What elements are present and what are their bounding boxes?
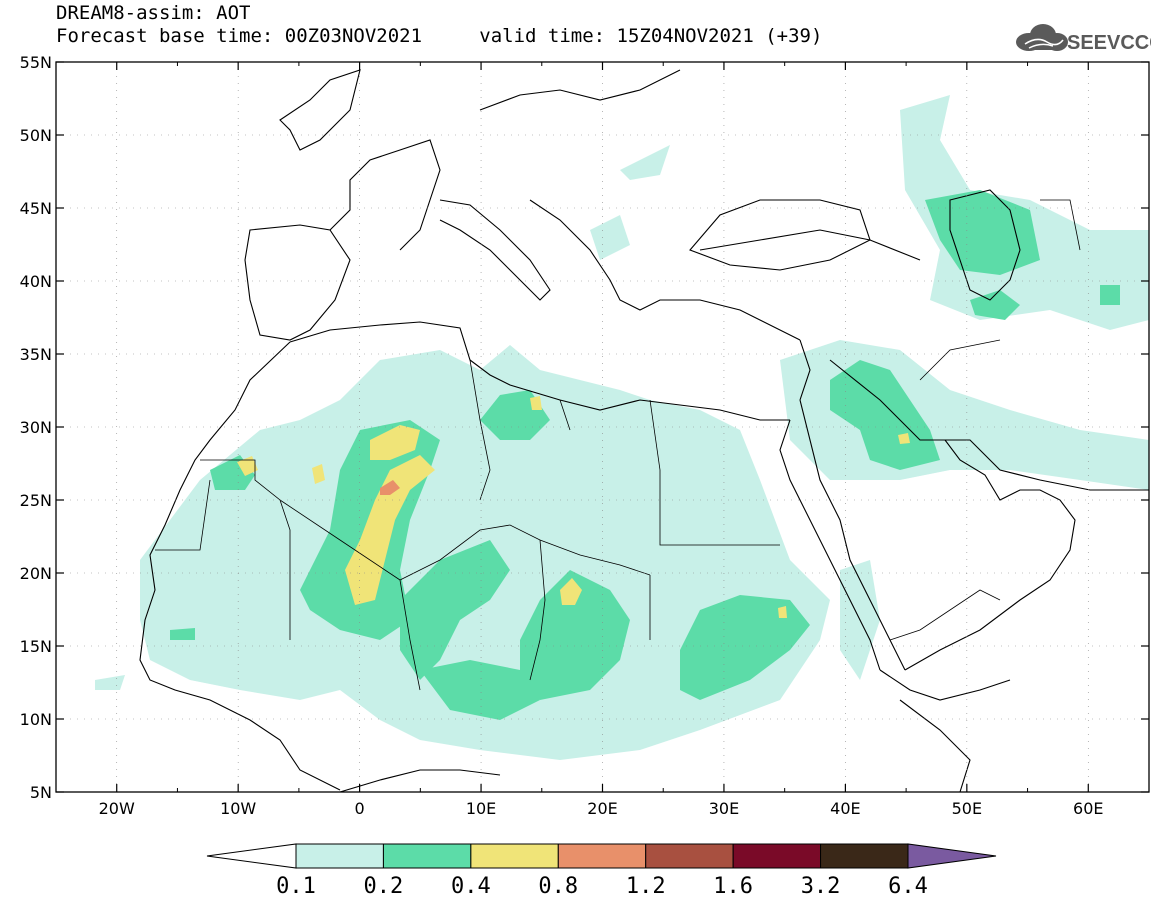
aot-contour-0.4 bbox=[237, 396, 910, 618]
valid-time-label: valid time: 15Z04NOV2021 (+39) bbox=[479, 25, 823, 47]
lat-label: 55N bbox=[20, 53, 52, 72]
lat-label: 45N bbox=[20, 199, 52, 218]
lat-label: 20N bbox=[20, 564, 52, 583]
base-time-label: Forecast base time: 00Z03NOV2021 bbox=[56, 25, 423, 47]
lat-label: 35N bbox=[20, 345, 52, 364]
map-title: DREAM8-assim: AOT bbox=[56, 2, 251, 24]
lon-label: 20E bbox=[587, 799, 617, 818]
lon-label: 30E bbox=[709, 799, 739, 818]
time-info: Forecast base time: 00Z03NOV2021 valid t… bbox=[56, 26, 822, 46]
lon-label: 60E bbox=[1073, 799, 1103, 818]
lat-label: 40N bbox=[20, 272, 52, 291]
lon-label: 40E bbox=[830, 799, 860, 818]
lat-label: 10N bbox=[20, 710, 52, 729]
lon-label: 0 bbox=[355, 799, 365, 818]
lon-label: 10E bbox=[466, 799, 496, 818]
lat-label: 30N bbox=[20, 418, 52, 437]
lat-label: 5N bbox=[30, 783, 52, 802]
lat-label: 25N bbox=[20, 491, 52, 510]
aot-field bbox=[95, 69, 1149, 792]
seevccc-logo: SEEVCCC bbox=[1016, 24, 1151, 54]
longitude-labels: 20W 10W 0 10E 20E 30E 40E 50E 60E bbox=[99, 799, 1104, 818]
country-borders bbox=[155, 199, 1081, 691]
lon-label: 20W bbox=[99, 799, 135, 818]
coastlines bbox=[139, 69, 1149, 792]
lat-label: 50N bbox=[20, 126, 52, 145]
aot-contour-0.8 bbox=[380, 480, 400, 495]
lon-label: 50E bbox=[952, 799, 982, 818]
axis-ticks bbox=[55, 61, 1150, 793]
latitude-labels: 55N 50N 45N 40N 35N 30N 25N 20N 15N 10N 5N bbox=[20, 53, 52, 802]
lat-label: 15N bbox=[20, 637, 52, 656]
svg-text:SEEVCCC: SEEVCCC bbox=[1067, 32, 1151, 54]
lon-label: 10W bbox=[220, 799, 256, 818]
gridlines bbox=[56, 62, 1149, 792]
